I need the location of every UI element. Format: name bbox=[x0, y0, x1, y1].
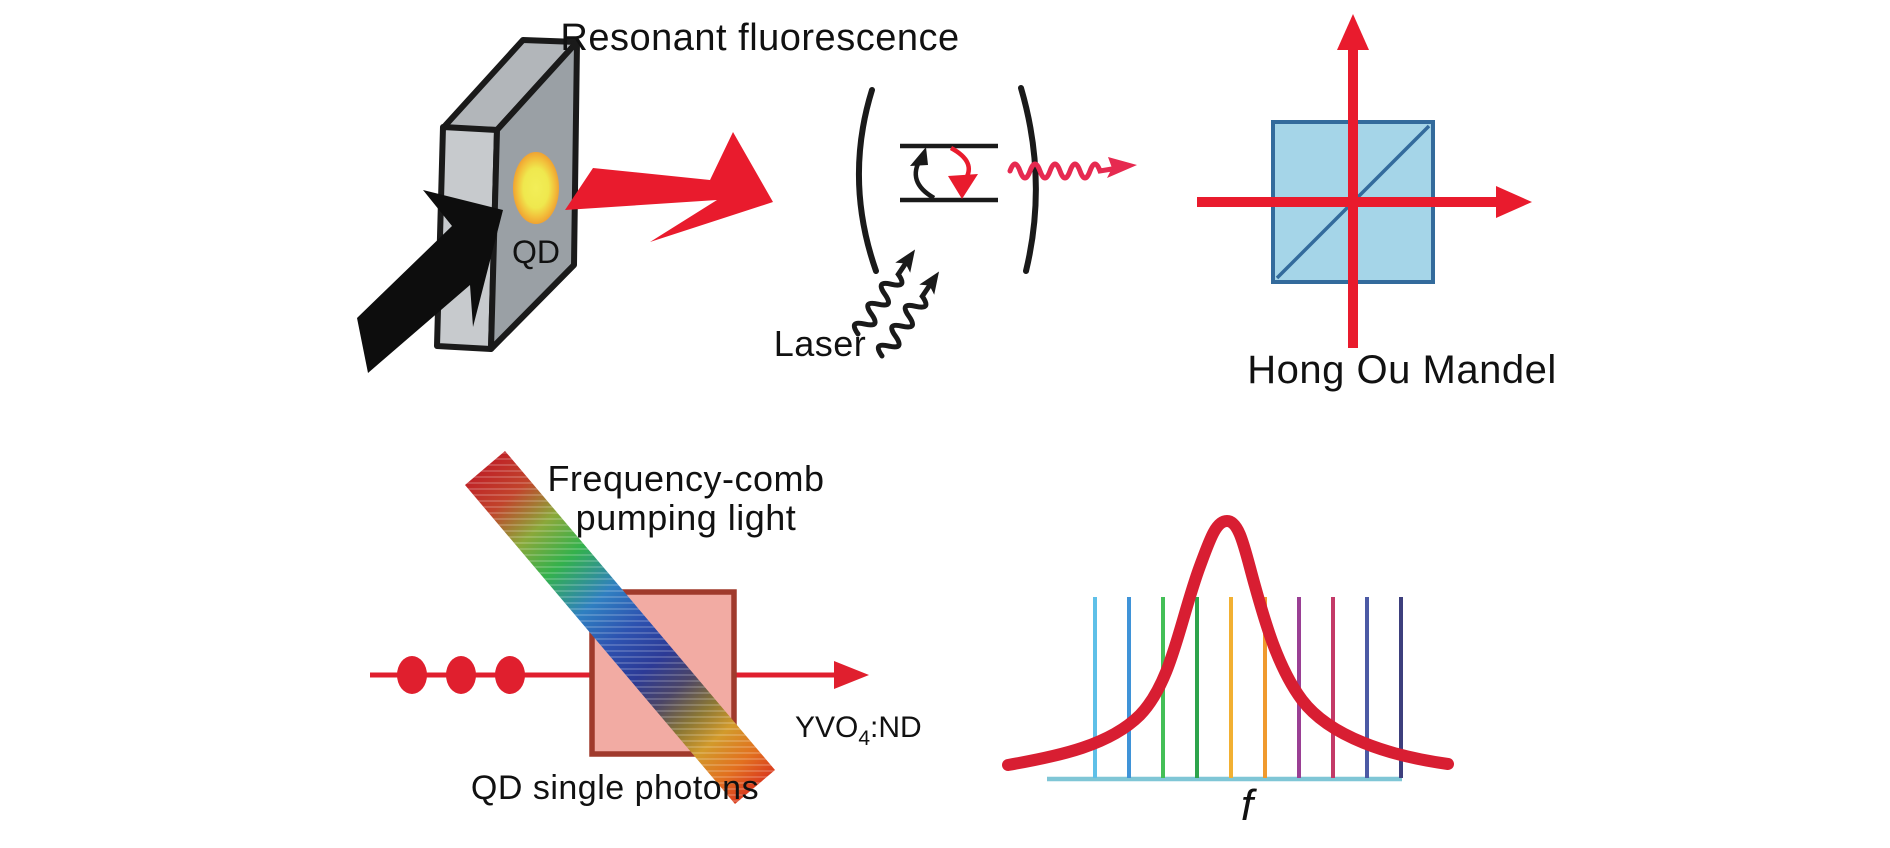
laser-wavy-arrow-2 bbox=[875, 271, 940, 359]
horizontal-beam-arrow bbox=[1197, 186, 1532, 218]
decay-down-arrow bbox=[948, 146, 978, 199]
laser-wavy-arrow-1 bbox=[851, 249, 916, 337]
hom-panel: Hong Ou Mandel bbox=[1197, 14, 1556, 392]
frequency-axis-label: f bbox=[1241, 781, 1258, 830]
yvo4-suffix: :ND bbox=[870, 711, 922, 744]
yvo4-subscript: 4 bbox=[858, 727, 870, 750]
hong-ou-mandel-label: Hong Ou Mandel bbox=[1247, 348, 1556, 392]
spectrum-panel: f bbox=[1002, 515, 1454, 830]
qd-label: QD bbox=[512, 234, 560, 270]
cavity-left-mirror bbox=[856, 87, 879, 274]
yvo4-prefix: YVO bbox=[795, 711, 858, 744]
photon-dot-3 bbox=[495, 656, 525, 694]
cavity-right-mirror bbox=[1018, 85, 1039, 274]
frequency-comb-beam bbox=[465, 451, 775, 804]
photon-dot-2 bbox=[446, 656, 476, 694]
frequency-comb-label-line1: Frequency-comb bbox=[547, 458, 824, 499]
laser-label: Laser bbox=[774, 323, 867, 364]
resonant-fluorescence-label: Resonant fluorescence bbox=[560, 17, 959, 59]
qd-sample-panel: QD Resonant fluorescence bbox=[357, 17, 959, 373]
excitation-arrow bbox=[357, 190, 503, 373]
comb-lines bbox=[1093, 597, 1403, 778]
quantum-dot bbox=[513, 152, 559, 224]
fluorescence-arrow bbox=[565, 132, 773, 242]
cavity-panel: Laser bbox=[774, 85, 1137, 364]
photon-dots bbox=[397, 656, 525, 694]
spectrum-curve bbox=[1002, 515, 1454, 771]
qd-single-photons-label: QD single photons bbox=[471, 769, 759, 807]
comb-pump-panel: Frequency-comb pumping light YVO4:ND QD … bbox=[370, 451, 922, 807]
photon-dot-1 bbox=[397, 656, 427, 694]
emitted-photon-wavy-arrow bbox=[1007, 157, 1137, 181]
pump-up-arrow bbox=[910, 147, 936, 200]
yvo4-nd-label: YVO4:ND bbox=[795, 711, 922, 750]
frequency-comb-label-line2: pumping light bbox=[576, 497, 797, 538]
